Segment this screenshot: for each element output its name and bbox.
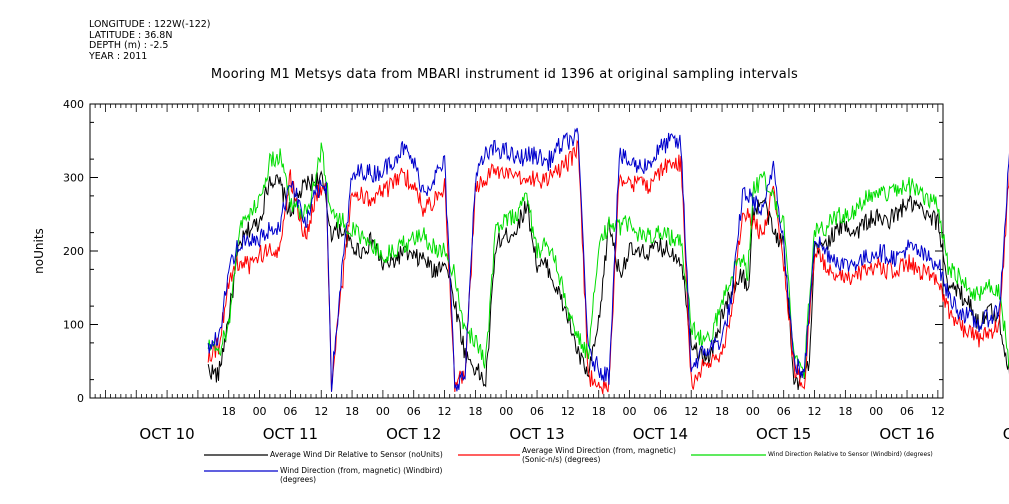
x-day-label: OCT 13	[509, 425, 564, 443]
latitude-text: LATITUDE : 36.8N	[89, 29, 173, 41]
series-line-2	[207, 142, 1009, 379]
depth-text: DEPTH (m) : -2.5	[89, 40, 169, 51]
series-line-1	[207, 139, 1009, 395]
y-tick-label: 0	[77, 392, 84, 405]
legend-green: Wind Direction Relative to Sensor (Windb…	[768, 451, 933, 458]
x-day-label: OCT 16	[879, 425, 934, 443]
x-tick-label: 18	[715, 405, 729, 418]
x-day-label: OCT 10	[139, 425, 194, 443]
x-day-label: OCT 15	[756, 425, 811, 443]
x-tick-label: 12	[438, 405, 452, 418]
x-tick-label: 12	[684, 405, 698, 418]
plot-frame	[89, 103, 944, 399]
x-tick-label: 18	[345, 405, 359, 418]
x-tick-label: 18	[838, 405, 852, 418]
x-tick-label: 00	[869, 405, 883, 418]
x-tick-label: 06	[283, 405, 297, 418]
x-tick-label: 12	[314, 405, 328, 418]
x-tick-label: 18	[468, 405, 482, 418]
year-text: YEAR : 2011	[89, 50, 148, 62]
chart-title: Mooring M1 Metsys data from MBARI instru…	[210, 67, 799, 82]
x-tick-label: 00	[623, 405, 637, 418]
x-day-label: OCT 11	[263, 425, 318, 443]
series-line-0	[207, 170, 1009, 390]
x-tick-label: 06	[777, 405, 791, 418]
legend-blue: Wind Direction (from, magnetic) (Windbir…	[280, 466, 443, 484]
y-tick-label: 400	[63, 98, 84, 111]
x-tick-label: 06	[530, 405, 544, 418]
x-day-label: OCT 17	[1003, 425, 1009, 443]
x-tick-label: 00	[746, 405, 760, 418]
x-tick-label: 12	[561, 405, 575, 418]
x-day-label: OCT 14	[633, 425, 688, 443]
y-tick-label: 100	[63, 319, 84, 332]
x-tick-label: 06	[653, 405, 667, 418]
series-line-3	[207, 127, 1009, 392]
metadata-block: LONGITUDE : 122W(-122) LATITUDE : 36.8N …	[89, 19, 211, 62]
x-tick-label: 00	[253, 405, 267, 418]
y-tick-label: 300	[63, 172, 84, 185]
x-tick-label: 06	[900, 405, 914, 418]
y-tick-label: 200	[63, 245, 84, 258]
x-tick-label: 18	[592, 405, 606, 418]
longitude-text: LONGITUDE : 122W(-122)	[89, 19, 211, 30]
x-tick-label: 18	[222, 405, 236, 418]
legend-red: Average Wind Direction (from, magnetic) …	[522, 446, 676, 464]
x-tick-label: 12	[931, 405, 945, 418]
y-axis-label: noUnits	[32, 228, 46, 274]
legend-black: Average Wind Dir Relative to Sensor (noU…	[270, 450, 443, 459]
x-tick-label: 06	[407, 405, 421, 418]
x-tick-label: 00	[499, 405, 513, 418]
x-tick-label: 12	[808, 405, 822, 418]
x-day-label: OCT 12	[386, 425, 441, 443]
x-tick-label: 00	[376, 405, 390, 418]
